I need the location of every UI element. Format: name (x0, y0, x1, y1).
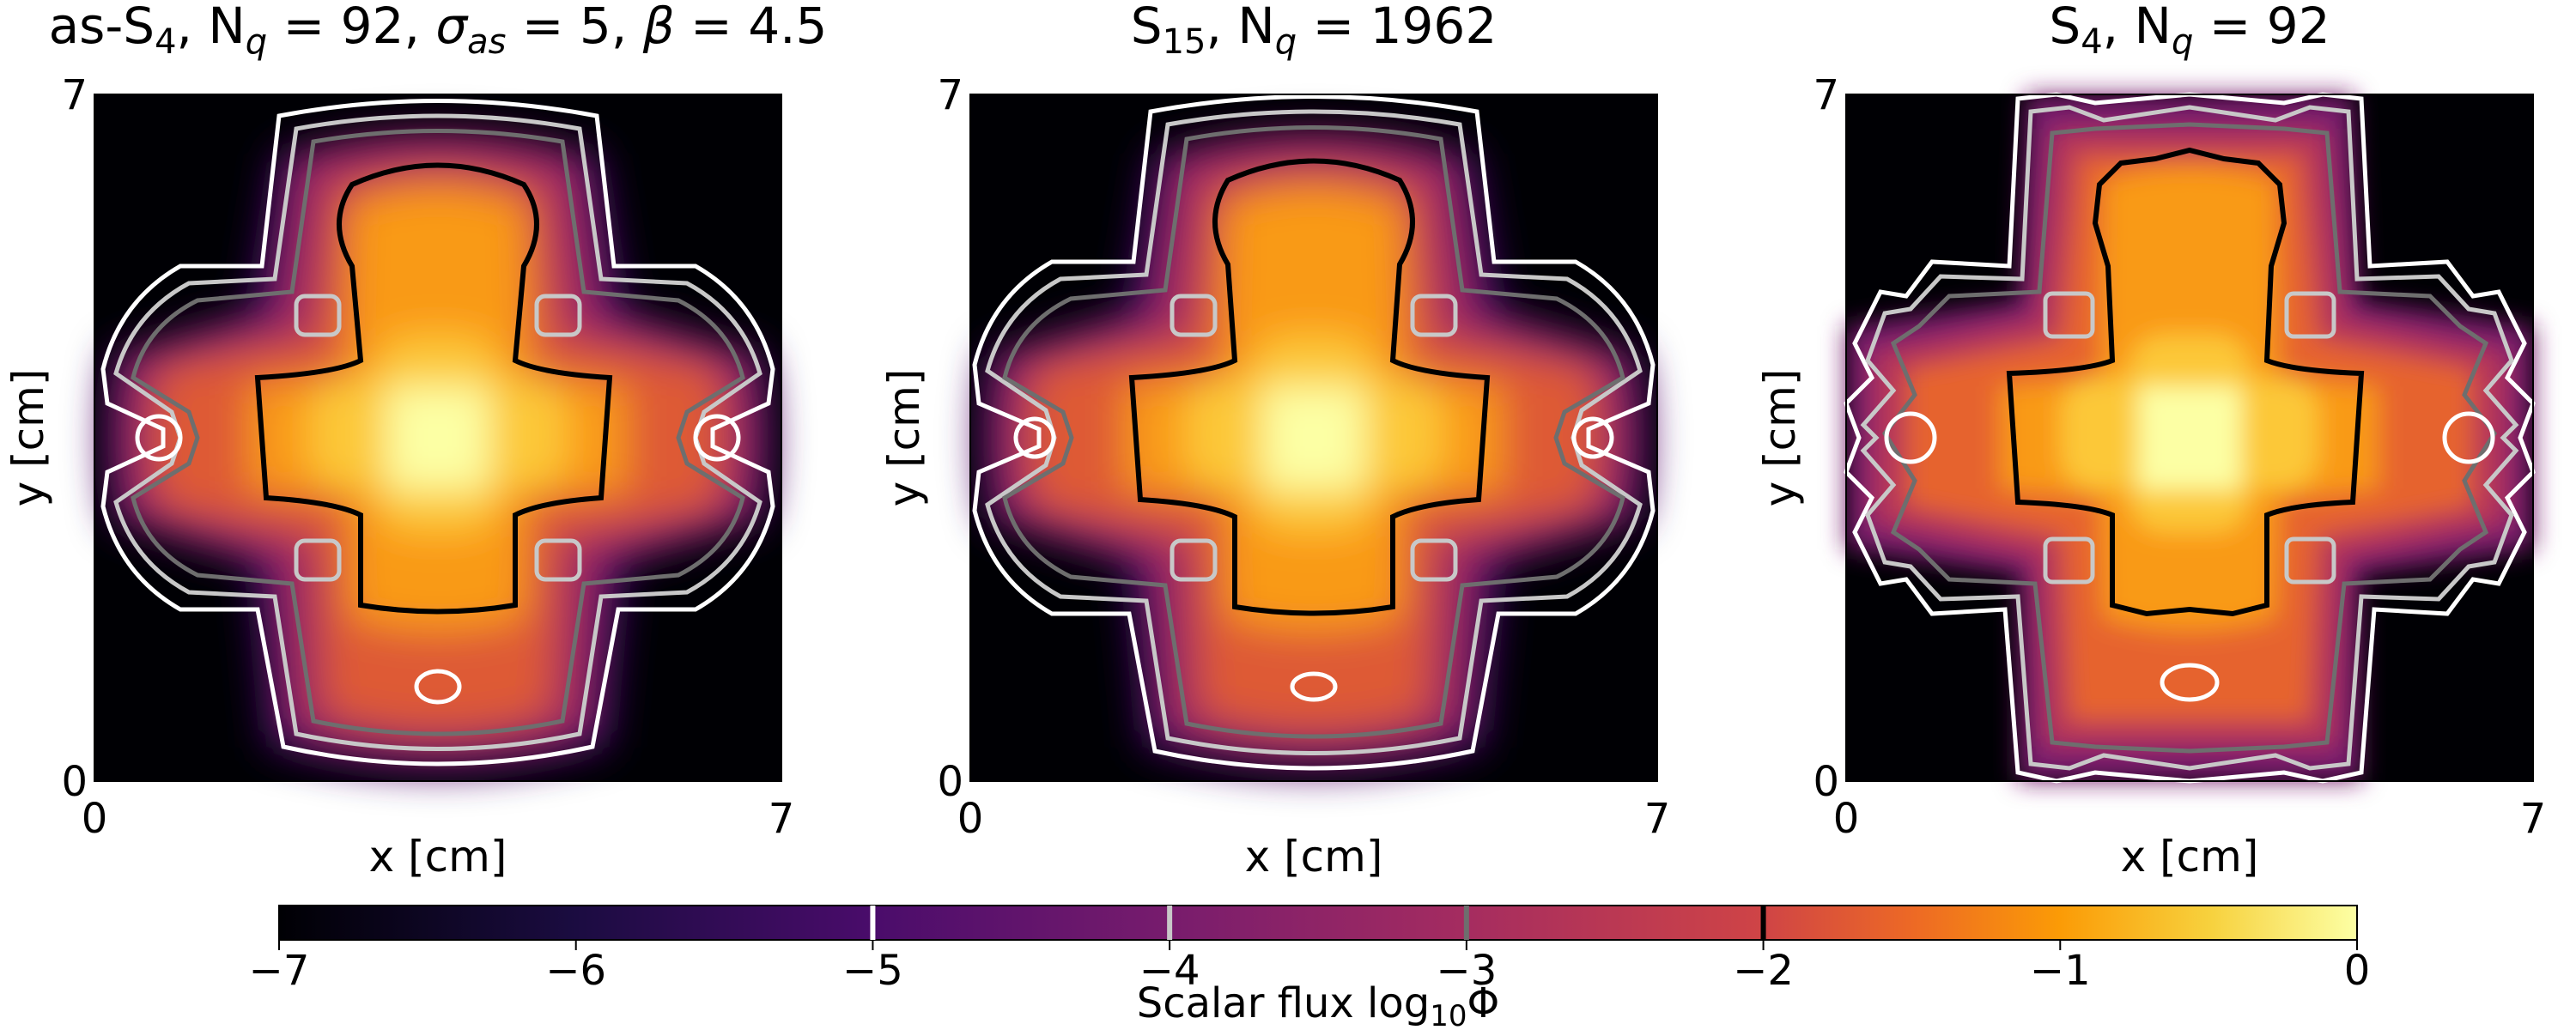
panel-3-ytick-top: 7 (1813, 71, 1839, 119)
panel-2-heatmap (970, 94, 1657, 781)
colorbar-tick-label: −1 (2030, 947, 2091, 995)
panel-3-island-bottom (2160, 663, 2220, 702)
panel-2-island-right (1571, 416, 1614, 459)
panel-1-island-lr (534, 538, 582, 582)
panel-3-title: S4, Nq = 92 (2049, 0, 2330, 62)
panel-2-ylabel: y [cm] (879, 369, 929, 507)
panel-1-ytick-top: 7 (61, 71, 88, 119)
panel-2-island-ul (1170, 294, 1218, 337)
panel-3-ylabel: y [cm] (1755, 369, 1805, 507)
panel-1-island-ll (294, 538, 342, 582)
colorbar-level-lines (870, 906, 1766, 940)
panel-3-contour-m2 (2006, 147, 2365, 617)
panel-1-title: as-S4, Nq = 92, σas = 5, β = 4.5 (49, 0, 828, 62)
panel-2-island-lr (1410, 538, 1458, 582)
panel-2-xlabel: x [cm] (1245, 832, 1383, 882)
panel-1-contour-m3 (131, 129, 745, 736)
panel-1-ytick-bottom: 0 (61, 758, 88, 806)
colorbar-tick-label: −3 (1436, 947, 1497, 995)
panel-3-contour-m5 (1844, 92, 2536, 784)
colorbar-ticks: −7 −6 −5 −4 −3 −2 −1 0 (249, 940, 2371, 995)
panel-1-island-bottom (414, 669, 462, 705)
panel-2-island-left (1013, 416, 1056, 459)
panel-3-ytick-bottom: 0 (1813, 758, 1839, 806)
colorbar-tick-label: −2 (1733, 947, 1794, 995)
panel-1-xlabel: x [cm] (369, 832, 507, 882)
colorbar-tick-label: −6 (545, 947, 606, 995)
panel-2-ytick-bottom: 0 (937, 758, 963, 806)
panel-1-contour-m4 (113, 113, 762, 751)
colorbar-tick-label: 0 (2344, 947, 2371, 995)
panel-2-island-ur (1410, 294, 1458, 337)
panel-1-island-left (135, 414, 183, 462)
panel-3-island-right (2442, 411, 2495, 464)
panel-3-xlabel: x [cm] (2121, 832, 2259, 882)
panel-3: S4, Nq = 92 7 0 0 7 x [cm] y [cm] (1755, 0, 2546, 882)
panel-1-xtick-right: 7 (769, 795, 795, 843)
panel-3-island-ul (2043, 291, 2095, 339)
panel-1: as-S4, Nq = 92, σas = 5, β = 4.5 7 0 0 7… (3, 0, 827, 882)
panel-1-island-ul (294, 294, 342, 337)
colorbar: −7 −6 −5 −4 −3 −2 −1 0 Scalar flux log10Φ (249, 905, 2371, 1030)
panel-3-contour-m3 (1881, 122, 2498, 754)
panel-3-island-left (1884, 411, 1937, 464)
panel-2-title: S15, Nq = 1962 (1131, 0, 1497, 62)
panel-1-xtick-left: 0 (82, 795, 108, 843)
panel-1-contour-m2 (254, 162, 613, 615)
panel-1-ylabel: y [cm] (3, 369, 53, 507)
panel-2-island-bottom (1290, 671, 1338, 702)
colorbar-tick-label: −5 (842, 947, 903, 995)
panel-2: S15, Nq = 1962 7 0 0 7 x [cm] y [cm] (879, 0, 1670, 882)
colorbar-tick-label: −7 (249, 947, 310, 995)
panel-2-contour-m3 (1002, 125, 1625, 739)
panel-1-island-right (693, 414, 741, 462)
panel-2-contour-m5 (972, 94, 1656, 771)
panel-2-xtick-right: 7 (1644, 795, 1671, 843)
panel-2-island-ll (1170, 538, 1218, 582)
colorbar-gradient (278, 905, 2358, 941)
panel-3-heatmap (1844, 92, 2536, 784)
panel-3-island-lr (2284, 536, 2336, 585)
panel-3-xtick-right: 7 (2520, 795, 2547, 843)
panel-2-xtick-left: 0 (957, 795, 984, 843)
panel-3-contour-m4 (1860, 105, 2519, 771)
colorbar-tick-label: −4 (1139, 947, 1200, 995)
panel-2-contour-m4 (985, 109, 1643, 755)
colorbar-label: Scalar flux log10Φ (1137, 979, 1500, 1030)
panel-1-island-ur (534, 294, 582, 337)
panel-3-xtick-left: 0 (1833, 795, 1860, 843)
panel-3-island-ur (2284, 291, 2336, 339)
panel-3-island-ll (2043, 536, 2095, 585)
panel-1-heatmap (94, 94, 781, 781)
panel-2-contour-m2 (1128, 158, 1491, 616)
panel-2-ytick-top: 7 (937, 71, 963, 119)
